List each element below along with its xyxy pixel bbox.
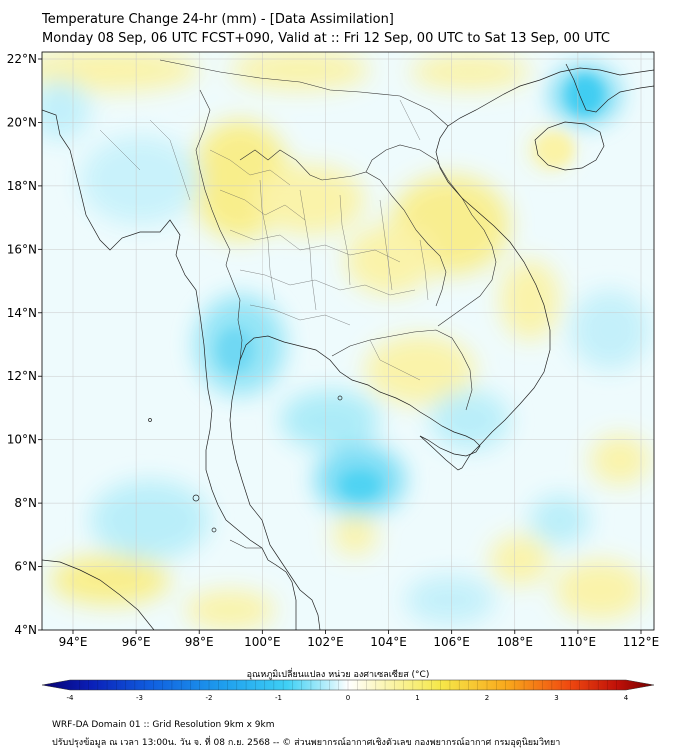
lon-tick-label: 98°E — [185, 635, 214, 649]
lon-tick-label: 106°E — [433, 635, 470, 649]
provincial-boundaries — [99, 99, 429, 381]
colorbar-tick-label: 4 — [624, 694, 629, 702]
laos-vietnam-border — [365, 144, 497, 327]
lon-tick-label: 100°E — [244, 635, 281, 649]
lat-tick-label: 14°N — [7, 306, 37, 320]
myanmar-thailand-border — [195, 89, 243, 361]
lat-tick-label: 10°N — [7, 433, 37, 447]
hainan-island — [534, 121, 605, 171]
colorbar-label: อุณหภูมิเปลี่ยนแปลง หน่วย องศาเซลเซียส (… — [246, 670, 430, 680]
colorbar-tick-label: -2 — [206, 694, 213, 702]
lat-tick-label: 12°N — [7, 369, 37, 383]
map-frame — [41, 51, 655, 631]
lat-tick-label: 18°N — [7, 179, 37, 193]
colorbar-gradient — [41, 679, 655, 691]
lon-tick-label: 96°E — [122, 635, 151, 649]
china-border — [159, 59, 449, 127]
sumatra-coastline — [42, 559, 155, 630]
footer-domain-info: WRF-DA Domain 01 :: Grid Resolution 9km … — [52, 720, 275, 730]
lat-tick-label: 8°N — [14, 496, 37, 510]
colorbar-tick-labels: -4 -3 -2 -1 0 1 2 3 4 — [67, 694, 629, 702]
longitude-labels: 94°E 96°E 98°E 100°E 102°E 104°E 106°E 108°E 110… — [59, 630, 660, 649]
lon-tick-label: 110°E — [560, 635, 597, 649]
map-subtitle: Monday 08 Sep, 06 UTC FCST+090, Valid at… — [42, 31, 610, 46]
lat-tick-label: 20°N — [7, 115, 37, 129]
lon-tick-label: 94°E — [59, 635, 88, 649]
colorbar: -4 -3 -2 -1 0 1 2 3 4 — [41, 679, 655, 702]
malaysia-border — [229, 539, 262, 549]
colorbar-tick-label: -4 — [67, 694, 75, 702]
lat-tick-label: 4°N — [14, 623, 37, 637]
lat-tick-label: 16°N — [7, 242, 37, 256]
colorbar-tick-label: 2 — [485, 694, 489, 702]
colorbar-tick-label: 0 — [346, 694, 350, 702]
lon-tick-label: 108°E — [497, 635, 534, 649]
lon-tick-label: 112°E — [623, 635, 660, 649]
leizhou-coast — [565, 63, 654, 113]
colorbar-tick-label: -1 — [275, 694, 282, 702]
lat-tick-label: 22°N — [7, 52, 37, 66]
latitude-labels: 22°N 20°N 18°N 16°N 14°N 12°N 10°N 8°N 6°N 4°N — [7, 52, 42, 637]
colorbar-tick-label: 1 — [415, 694, 419, 702]
lat-tick-label: 6°N — [14, 560, 37, 574]
footer-credit: ปรับปรุงข้อมูล ณ เวลา 13:00น. วัน จ. ที่… — [52, 738, 561, 748]
colorbar-tick-label: 3 — [554, 694, 558, 702]
cambodia-border — [331, 329, 473, 411]
mainland-coastline — [42, 109, 297, 630]
colorbar-tick-label: -3 — [136, 694, 143, 702]
vietnam-coastline — [419, 67, 654, 471]
lon-tick-label: 102°E — [307, 635, 344, 649]
peninsula-east-coast — [229, 335, 481, 630]
temperature-field — [42, 52, 654, 630]
lon-tick-label: 104°E — [370, 635, 407, 649]
borders — [159, 59, 497, 549]
coastlines — [42, 63, 654, 630]
map-title: Temperature Change 24-hr (mm) - [Data As… — [42, 12, 394, 27]
